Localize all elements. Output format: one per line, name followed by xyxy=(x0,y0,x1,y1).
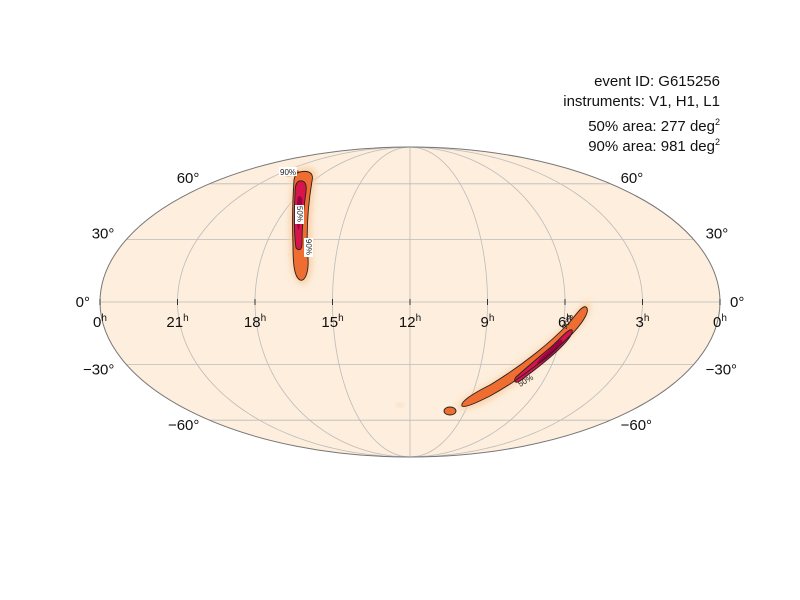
dec-label-left: −60° xyxy=(168,417,199,434)
area-90-text: 90% area: 981 deg xyxy=(588,138,715,155)
dec-label-right: 0° xyxy=(730,294,744,311)
contour-50-south xyxy=(514,329,573,383)
event-id: event ID: G615256 xyxy=(594,73,720,90)
contour-50-north xyxy=(293,180,307,251)
contour-90-north xyxy=(292,170,313,281)
contour-label-50-north: 50% xyxy=(295,206,305,222)
dec-label-left: 0° xyxy=(76,294,90,311)
dec-label-left: −30° xyxy=(83,362,114,379)
ra-label-sup: h xyxy=(566,313,572,324)
dec-label-left: 30° xyxy=(92,225,115,242)
area-90: 90% area: 981 deg2 xyxy=(588,132,720,157)
ra-label-sup: h xyxy=(338,313,344,324)
dec-label-right: 60° xyxy=(621,170,644,187)
contour-90-island xyxy=(443,406,457,416)
south-arc-peak xyxy=(537,339,563,364)
dec-label-right: −60° xyxy=(621,417,652,434)
ra-label-sup: h xyxy=(416,313,422,324)
area-50-unit-sup: 2 xyxy=(714,117,720,127)
dec-label-right: −30° xyxy=(706,362,737,379)
contour-90-south xyxy=(461,306,588,407)
event-info: event ID: G615256 instruments: V1, H1, L… xyxy=(420,72,720,155)
ra-label-sup: h xyxy=(721,313,727,324)
ra-label-sup: h xyxy=(183,313,189,324)
contour-label-90-north-top: 90% xyxy=(280,168,296,177)
area-50-text: 50% area: 277 deg xyxy=(588,118,715,135)
south-island-90 xyxy=(444,407,456,415)
area-90-unit-sup: 2 xyxy=(714,137,720,147)
ra-label-sup: h xyxy=(261,313,267,324)
ra-label-sup: h xyxy=(101,313,107,324)
ra-label: 0h xyxy=(713,313,727,331)
ra-label-sup: h xyxy=(489,313,495,324)
credible-contours xyxy=(292,170,588,416)
south-arc-90 xyxy=(461,306,588,407)
area-50: 50% area: 277 deg2 xyxy=(588,112,720,137)
dec-label-left: 60° xyxy=(177,170,200,187)
contour-label-90-north-side: 90% xyxy=(304,239,314,255)
dec-axis-labels: 60° 60° 30° 30° 0° 0° −30° −30° −60° −60° xyxy=(76,170,745,434)
south-speck xyxy=(397,403,403,407)
instruments: instruments: V1, H1, L1 xyxy=(563,93,720,110)
dec-label-right: 30° xyxy=(706,225,729,242)
ra-label-sup: h xyxy=(644,313,650,324)
